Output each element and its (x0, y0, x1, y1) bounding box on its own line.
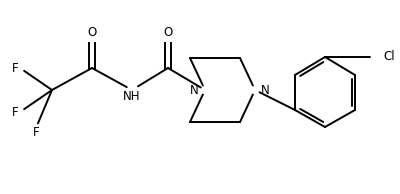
Text: Cl: Cl (383, 50, 395, 63)
Text: F: F (12, 61, 18, 74)
Text: F: F (12, 106, 18, 119)
Text: NH: NH (123, 89, 141, 102)
Text: O: O (163, 27, 173, 40)
Text: N: N (261, 83, 270, 96)
Text: O: O (87, 27, 97, 40)
Text: F: F (33, 126, 39, 139)
Text: N: N (190, 83, 199, 96)
